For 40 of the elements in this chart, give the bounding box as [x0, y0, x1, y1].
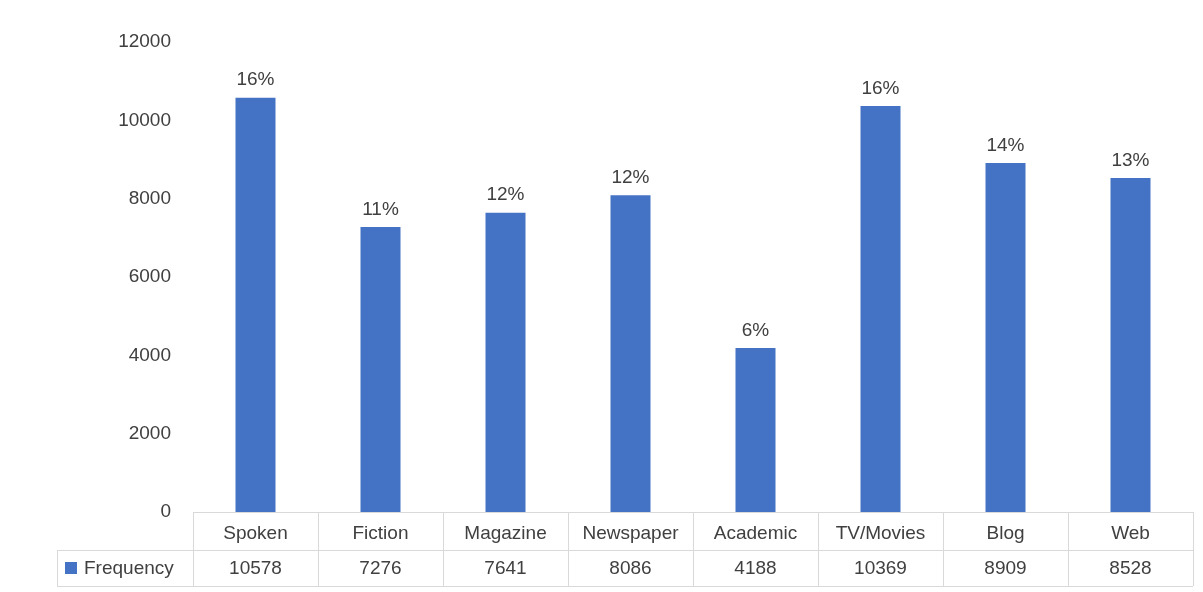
y-tick-label: 12000: [118, 30, 171, 52]
x-tick-label: Fiction: [352, 521, 409, 543]
y-tick-label: 2000: [128, 421, 171, 443]
legend-label: Frequency: [84, 557, 175, 579]
y-tick-label: 10000: [118, 108, 171, 130]
annotation: 12%: [486, 183, 525, 205]
x-tick-label: TV/Movies: [835, 521, 926, 543]
x-tick-label: Blog: [986, 521, 1025, 543]
annotation: 14%: [986, 133, 1025, 155]
annotation: 11%: [362, 197, 399, 219]
bar: [1110, 177, 1151, 512]
data-label: 4188: [734, 557, 777, 579]
y-tick-label: 8000: [128, 186, 171, 208]
data-label: 10578: [229, 557, 282, 579]
annotation: 16%: [861, 76, 900, 98]
annotation: 13%: [1111, 148, 1150, 170]
data-label: 8528: [1109, 557, 1152, 579]
annotation: 16%: [236, 68, 275, 90]
x-tick-label: Academic: [713, 521, 798, 543]
y-tick-label: 0: [160, 500, 171, 522]
bar: [235, 97, 276, 512]
x-tick-label: Magazine: [464, 521, 547, 543]
y-tick-label: 4000: [128, 343, 171, 365]
bar: [735, 347, 776, 512]
bar: [610, 195, 651, 512]
bar: [860, 105, 901, 512]
x-tick-label: Spoken: [223, 521, 288, 543]
x-tick-label: Web: [1111, 521, 1150, 543]
data-label: 10369: [854, 557, 907, 579]
annotation: 6%: [741, 318, 770, 340]
data-label: 7641: [484, 557, 527, 579]
data-label: 7276: [359, 557, 402, 579]
bar: [360, 227, 401, 512]
annotation: 12%: [611, 166, 650, 188]
bar: [485, 212, 526, 512]
y-tick-label: 6000: [128, 265, 171, 287]
data-label: 8909: [984, 557, 1027, 579]
x-tick-label: Newspaper: [582, 521, 680, 543]
bar: [985, 163, 1026, 512]
data-label: 8086: [609, 557, 652, 579]
